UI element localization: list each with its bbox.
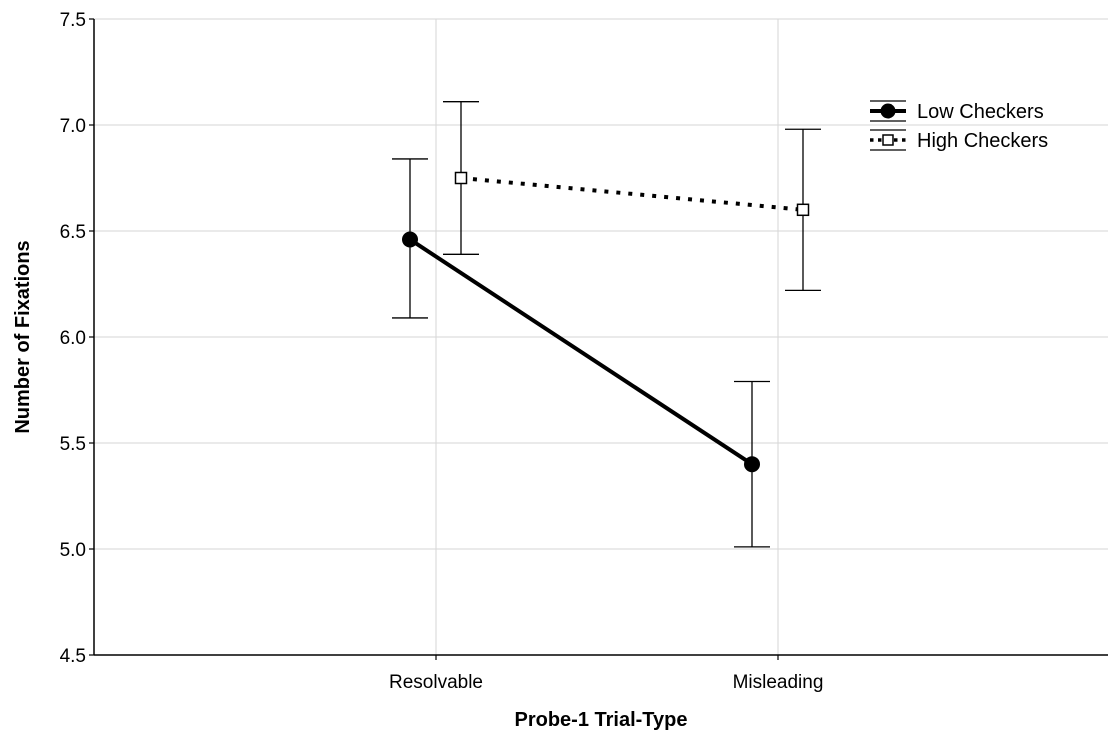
y-tick-label: 5.0 — [60, 540, 86, 561]
legend-label-high-checkers: High Checkers — [917, 130, 1048, 152]
x-tick-label: Resolvable — [389, 672, 483, 693]
series-high-checkers — [443, 101, 821, 292]
data-point — [402, 231, 418, 248]
grid-layer — [89, 18, 1108, 660]
data-point — [744, 456, 760, 473]
legend-low-marker — [880, 103, 896, 119]
series-line — [408, 237, 754, 466]
y-tick-label: 4.5 — [60, 646, 86, 667]
x-tick-label: Misleading — [733, 672, 824, 693]
legend: Low Checkers High Checkers — [870, 100, 1048, 152]
y-axis-title: Number of Fixations — [12, 240, 34, 433]
legend-high-marker — [882, 134, 894, 146]
x-tick-labels: Resolvable Misleading — [389, 672, 823, 693]
series-line — [460, 176, 804, 212]
y-tick-label: 6.0 — [60, 328, 86, 349]
y-tick-label: 7.0 — [60, 116, 86, 137]
series-layer — [392, 101, 821, 548]
y-tick-label: 7.5 — [60, 10, 86, 31]
y-tick-label: 6.5 — [60, 222, 86, 243]
y-tick-labels: 4.5 5.0 5.5 6.0 6.5 7.0 7.5 — [60, 10, 86, 667]
legend-label-low-checkers: Low Checkers — [917, 101, 1044, 123]
x-axis-title: Probe-1 Trial-Type — [514, 709, 687, 731]
y-tick-label: 5.5 — [60, 434, 86, 455]
legend-entry-low-checkers: Low Checkers — [870, 100, 1044, 123]
data-point — [454, 171, 468, 185]
data-point — [796, 203, 810, 217]
plot-frame — [93, 19, 1108, 656]
legend-entry-high-checkers: High Checkers — [870, 129, 1048, 152]
series-low-checkers — [392, 158, 770, 548]
